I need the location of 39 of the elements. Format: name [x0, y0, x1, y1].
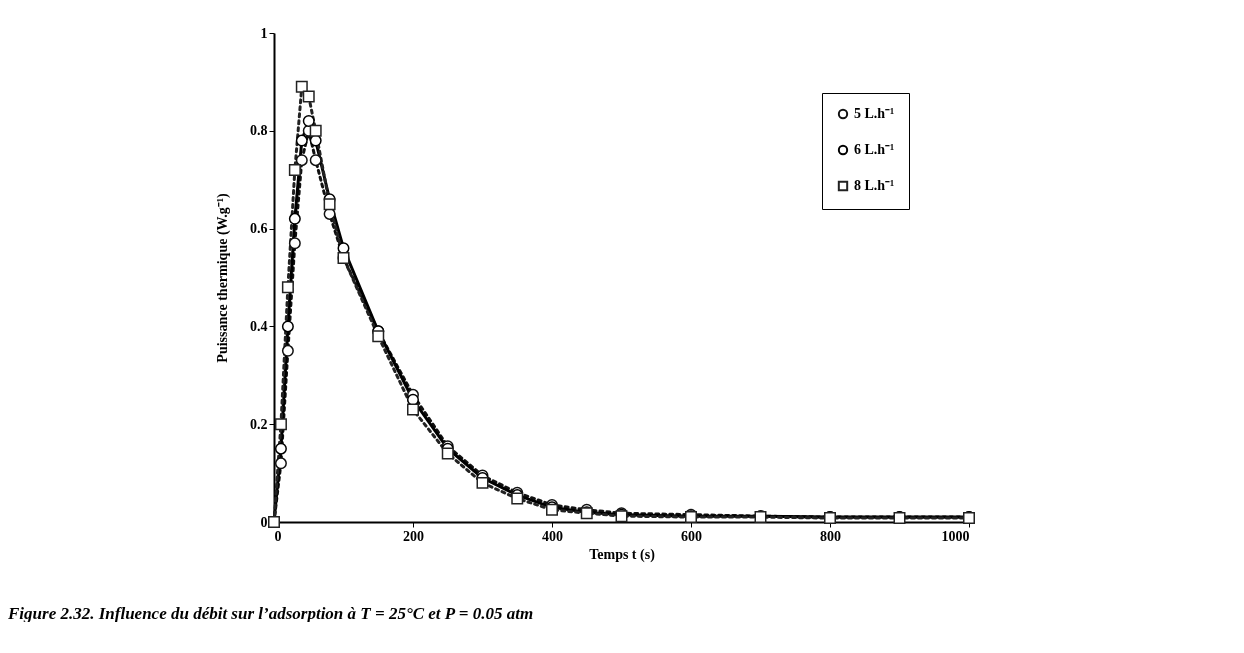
caption: Figure 2.32. Influence du débit sur l’adsorption à T = 25°C et P = 0.05 atm: [7, 604, 534, 623]
point: [323, 198, 336, 211]
y-tick-label: 1: [260, 25, 268, 41]
point: [309, 124, 322, 137]
point: [372, 330, 385, 343]
point: [309, 154, 322, 167]
y-tick-label: 0.4: [250, 318, 268, 334]
point: [295, 134, 308, 147]
x-tick-label: 600: [681, 528, 702, 544]
y-tick-label: 0.6: [250, 221, 268, 237]
point: [302, 115, 315, 127]
point: [274, 418, 287, 431]
y-axis-title: Puissance thermique (W.g⁻¹): [215, 193, 231, 363]
y-tick-label: 0.2: [250, 416, 268, 432]
legend-label: 8 L.h⁻¹: [854, 178, 895, 193]
legend-label: 6 L.h⁻¹: [854, 142, 895, 157]
point: [302, 90, 315, 103]
legend-label: 5 L.h⁻¹: [854, 106, 895, 121]
point: [281, 281, 294, 294]
point: [281, 320, 294, 333]
x-tick-label: 1000: [941, 528, 970, 544]
point: [288, 212, 301, 225]
point: [407, 403, 419, 416]
x-tick-label: 400: [542, 528, 563, 544]
y-tick-label: 0.8: [250, 123, 268, 139]
point: [274, 457, 287, 470]
x-axis-title: Temps t (s): [589, 546, 656, 563]
point: [281, 344, 294, 357]
point: [288, 163, 301, 176]
point: [288, 237, 301, 250]
point: [295, 154, 308, 167]
x-tick-label: 200: [403, 528, 424, 544]
x-tick-label: 0: [274, 528, 282, 544]
y-tick-label: 0: [260, 514, 268, 530]
point: [476, 476, 489, 489]
x-tick-label: 800: [820, 528, 841, 544]
point: [274, 442, 287, 455]
point: [441, 447, 454, 460]
point: [295, 80, 308, 93]
